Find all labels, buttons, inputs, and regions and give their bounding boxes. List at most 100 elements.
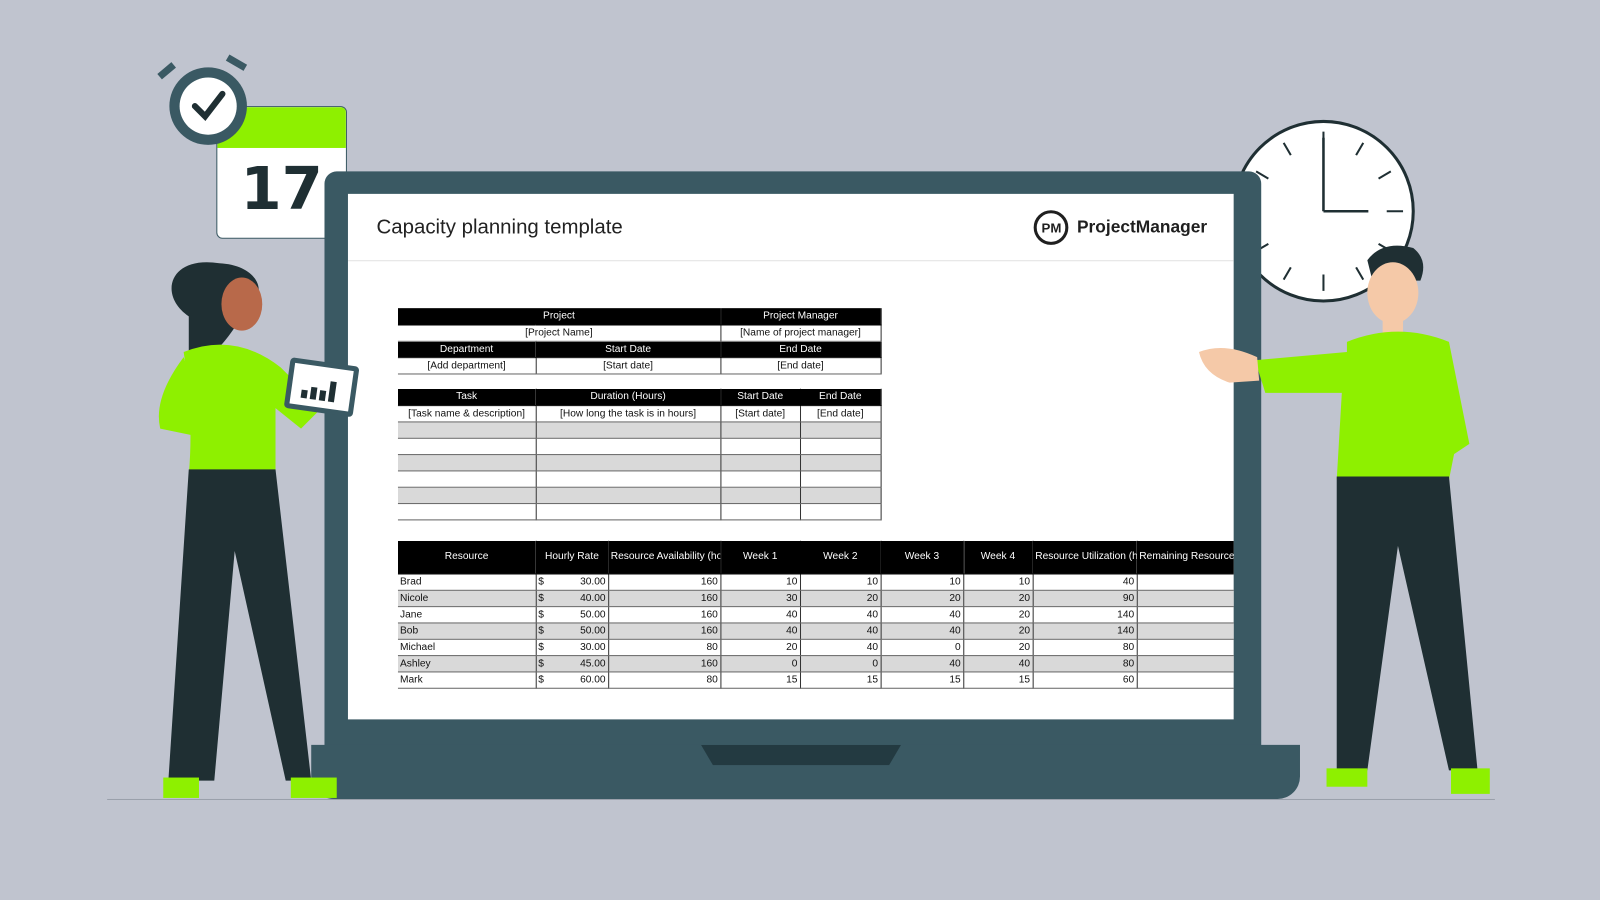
w1-cell[interactable]: 30 <box>720 589 801 607</box>
hourly-rate-cell[interactable]: $30.00 <box>535 638 609 656</box>
util-cell[interactable]: 140 <box>1032 606 1138 623</box>
remaining-cell[interactable] <box>1136 589 1234 607</box>
w2-cell[interactable]: 15 <box>799 671 882 689</box>
avail-cell[interactable]: 160 <box>608 622 721 640</box>
util-cell[interactable]: 60 <box>1032 671 1138 689</box>
resource-name-cell[interactable]: Nicole <box>397 589 537 607</box>
task-empty-cell[interactable] <box>799 454 882 471</box>
avail-cell[interactable]: 80 <box>608 671 721 689</box>
util-cell[interactable]: 80 <box>1032 638 1138 656</box>
w2-cell[interactable]: 0 <box>799 655 882 672</box>
w4-cell[interactable]: 20 <box>963 606 1034 623</box>
avail-cell[interactable]: 80 <box>608 638 721 656</box>
w3-cell[interactable]: 20 <box>880 589 964 607</box>
task-row <box>397 470 882 488</box>
w1-cell[interactable]: 10 <box>720 573 801 591</box>
hourly-rate-cell[interactable]: $30.00 <box>535 573 609 591</box>
task-cell[interactable]: [Task name & description] <box>397 405 537 422</box>
avail-cell[interactable]: 160 <box>608 573 721 591</box>
w1-cell[interactable]: 0 <box>720 655 801 672</box>
w2-cell[interactable]: 20 <box>799 589 882 607</box>
start-date-cell[interactable]: [Start date] <box>720 405 801 422</box>
util-cell[interactable]: 40 <box>1032 573 1138 591</box>
util-cell[interactable]: 140 <box>1032 622 1138 640</box>
w4-cell[interactable]: 20 <box>963 622 1034 640</box>
resource-name-cell[interactable]: Ashley <box>397 655 537 672</box>
remaining-cell[interactable] <box>1136 671 1234 689</box>
task-empty-cell[interactable] <box>535 421 721 439</box>
task-empty-cell[interactable] <box>535 470 721 488</box>
task-empty-cell[interactable] <box>397 470 537 488</box>
resource-name-cell[interactable]: Jane <box>397 606 537 623</box>
task-empty-cell[interactable] <box>720 437 801 455</box>
project-manager-cell[interactable]: [Name of project manager] <box>720 324 882 342</box>
hourly-rate-cell[interactable]: $50.00 <box>535 622 609 640</box>
w1-cell[interactable]: 40 <box>720 622 801 640</box>
resource-name-cell[interactable]: Mark <box>397 671 537 689</box>
task-empty-cell[interactable] <box>397 421 537 439</box>
w3-cell[interactable]: 40 <box>880 655 964 672</box>
util-cell[interactable]: 80 <box>1032 655 1138 672</box>
w4-cell[interactable]: 15 <box>963 671 1034 689</box>
resource-row: Jane $50.00 160 40 40 40 20 140 <box>397 606 1234 623</box>
remaining-cell[interactable] <box>1136 638 1234 656</box>
remaining-cell[interactable] <box>1136 622 1234 640</box>
start-date-cell[interactable]: [Start date] <box>535 357 721 374</box>
w3-cell[interactable]: 0 <box>880 638 964 656</box>
task-empty-cell[interactable] <box>720 486 801 504</box>
hourly-rate-cell[interactable]: $45.00 <box>535 655 609 672</box>
currency-symbol: $ <box>538 657 544 669</box>
task-empty-cell[interactable] <box>799 437 882 455</box>
w3-cell[interactable]: 40 <box>880 622 964 640</box>
w1-cell[interactable]: 15 <box>720 671 801 689</box>
task-empty-cell[interactable] <box>535 437 721 455</box>
end-date-cell[interactable]: [End date] <box>799 405 882 422</box>
remaining-cell[interactable] <box>1136 655 1234 672</box>
task-empty-cell[interactable] <box>535 503 721 520</box>
task-empty-cell[interactable] <box>799 421 882 439</box>
avail-cell[interactable]: 160 <box>608 655 721 672</box>
avail-cell[interactable]: 160 <box>608 589 721 607</box>
w4-cell[interactable]: 20 <box>963 589 1034 607</box>
w3-cell[interactable]: 40 <box>880 606 964 623</box>
task-row <box>397 437 882 455</box>
task-empty-cell[interactable] <box>397 437 537 455</box>
task-empty-cell[interactable] <box>720 454 801 471</box>
remaining-cell[interactable] <box>1136 573 1234 591</box>
util-cell[interactable]: 90 <box>1032 589 1138 607</box>
w3-cell[interactable]: 15 <box>880 671 964 689</box>
hourly-rate-cell[interactable]: $50.00 <box>535 606 609 623</box>
task-empty-cell[interactable] <box>535 454 721 471</box>
project-name-cell[interactable]: [Project Name] <box>397 324 721 342</box>
task-empty-cell[interactable] <box>799 503 882 520</box>
task-empty-cell[interactable] <box>720 503 801 520</box>
w2-cell[interactable]: 40 <box>799 606 882 623</box>
remaining-cell[interactable] <box>1136 606 1234 623</box>
w4-cell[interactable]: 10 <box>963 573 1034 591</box>
task-empty-cell[interactable] <box>799 470 882 488</box>
avail-cell[interactable]: 160 <box>608 606 721 623</box>
w4-cell[interactable]: 40 <box>963 655 1034 672</box>
w4-cell[interactable]: 20 <box>963 638 1034 656</box>
w1-cell[interactable]: 40 <box>720 606 801 623</box>
task-empty-cell[interactable] <box>397 503 537 520</box>
w2-cell[interactable]: 10 <box>799 573 882 591</box>
end-date-cell[interactable]: [End date] <box>720 357 882 374</box>
hourly-rate-cell[interactable]: $60.00 <box>535 671 609 689</box>
w1-cell[interactable]: 20 <box>720 638 801 656</box>
hourly-rate-cell[interactable]: $40.00 <box>535 589 609 607</box>
task-empty-cell[interactable] <box>535 486 721 504</box>
task-empty-cell[interactable] <box>397 454 537 471</box>
task-empty-cell[interactable] <box>720 421 801 439</box>
task-empty-cell[interactable] <box>720 470 801 488</box>
w3-cell[interactable]: 10 <box>880 573 964 591</box>
w2-cell[interactable]: 40 <box>799 638 882 656</box>
department-cell[interactable]: [Add department] <box>397 357 537 374</box>
duration-cell[interactable]: [How long the task is in hours] <box>535 405 721 422</box>
resource-name-cell[interactable]: Brad <box>397 573 537 591</box>
task-empty-cell[interactable] <box>397 486 537 504</box>
task-empty-cell[interactable] <box>799 486 882 504</box>
resource-name-cell[interactable]: Michael <box>397 638 537 656</box>
resource-name-cell[interactable]: Bob <box>397 622 537 640</box>
w2-cell[interactable]: 40 <box>799 622 882 640</box>
